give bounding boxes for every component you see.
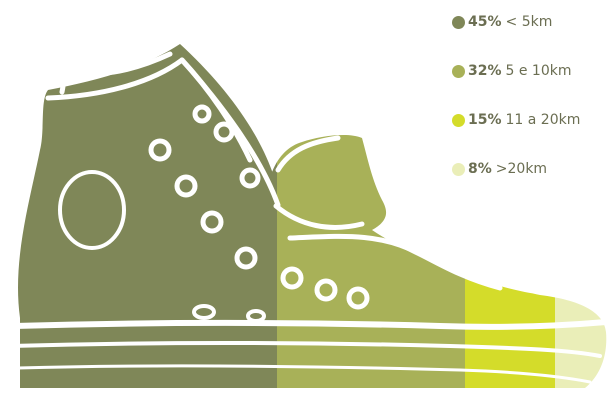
legend-item: 8% >20km <box>452 159 613 179</box>
legend: 45% < 5km 32% 5 e 10km 15% 11 a 20km 8% >20km <box>452 12 613 208</box>
legend-label: >20km <box>495 161 548 177</box>
legend-label: < 5km <box>505 14 553 30</box>
legend-swatch <box>452 113 465 127</box>
legend-label: 5 e 10km <box>505 63 572 79</box>
shoe-line-art <box>8 51 609 384</box>
legend-swatch <box>452 162 465 176</box>
legend-percent: 45% <box>468 14 502 30</box>
legend-percent: 32% <box>468 63 502 79</box>
legend-item: 32% 5 e 10km <box>452 61 613 81</box>
legend-item: 15% 11 a 20km <box>452 110 613 130</box>
legend-item: 45% < 5km <box>452 12 613 32</box>
legend-percent: 15% <box>468 112 502 128</box>
legend-swatch <box>452 64 465 78</box>
legend-label: 11 a 20km <box>505 112 581 128</box>
legend-percent: 8% <box>468 161 492 177</box>
legend-swatch <box>452 15 465 29</box>
